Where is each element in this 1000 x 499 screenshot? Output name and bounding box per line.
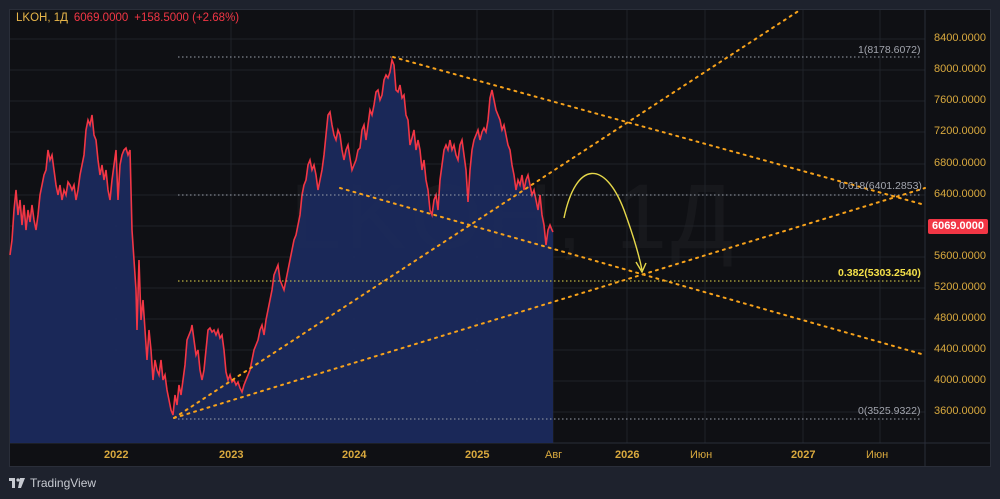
fibonacci-levels [178, 56, 922, 420]
time-tick: Июн [690, 449, 713, 461]
fib-label-1: 1(8178.6072) [858, 44, 921, 56]
time-tick: 2022 [104, 449, 129, 461]
descending-trendline-top [392, 56, 926, 206]
price-tick: 5600.0000 [934, 250, 986, 262]
time-tick: 2023 [219, 449, 244, 461]
price-tick: 8400.0000 [934, 32, 986, 44]
time-tick: Июн [866, 449, 889, 461]
price-tick: 4000.0000 [934, 374, 986, 386]
price-line [9, 57, 554, 416]
time-tick: 2026 [615, 449, 640, 461]
current-price-tag: 6069.0000 [928, 219, 988, 234]
price-tick: 7600.0000 [934, 94, 986, 106]
projection-arrow [563, 172, 643, 271]
price-tick: 7200.0000 [934, 125, 986, 137]
time-tick: 2025 [465, 449, 490, 461]
symbol-legend[interactable]: LKOH, 1Д 6069.0000 +158.5000 (+2.68%) [16, 12, 239, 24]
descending-trendline-mid [339, 187, 926, 356]
price-tick: 3600.0000 [934, 405, 986, 417]
time-tick: 2027 [791, 449, 816, 461]
price-tick: 5200.0000 [934, 281, 986, 293]
fan-line-steep [173, 9, 801, 419]
price-tick: 4400.0000 [934, 343, 986, 355]
price-tick: 8000.0000 [934, 63, 986, 75]
arrow-head-icon [635, 261, 647, 274]
last-price: 6069.0000 [73, 12, 129, 24]
tradingview-brand[interactable]: TradingView [9, 476, 96, 490]
fan-line-mid [173, 187, 926, 419]
price-tick: 4800.0000 [934, 312, 986, 324]
price-change: +158.5000 (+2.68%) [134, 12, 240, 24]
tradingview-logo-icon [9, 478, 25, 488]
trendlines [173, 9, 926, 419]
brand-label: TradingView [30, 476, 97, 490]
fib-label-0618: 0.618(6401.2853) [839, 180, 922, 192]
fib-label-0382: 0.382(5303.2540) [838, 267, 921, 279]
time-tick: 2024 [342, 449, 367, 461]
price-tick: 6400.0000 [934, 188, 986, 200]
symbol-interval[interactable]: LKOH, 1Д [16, 12, 68, 24]
time-tick: Авг [545, 449, 563, 461]
fib-label-0: 0(3525.9322) [858, 405, 921, 417]
price-tick: 6800.0000 [934, 157, 986, 169]
